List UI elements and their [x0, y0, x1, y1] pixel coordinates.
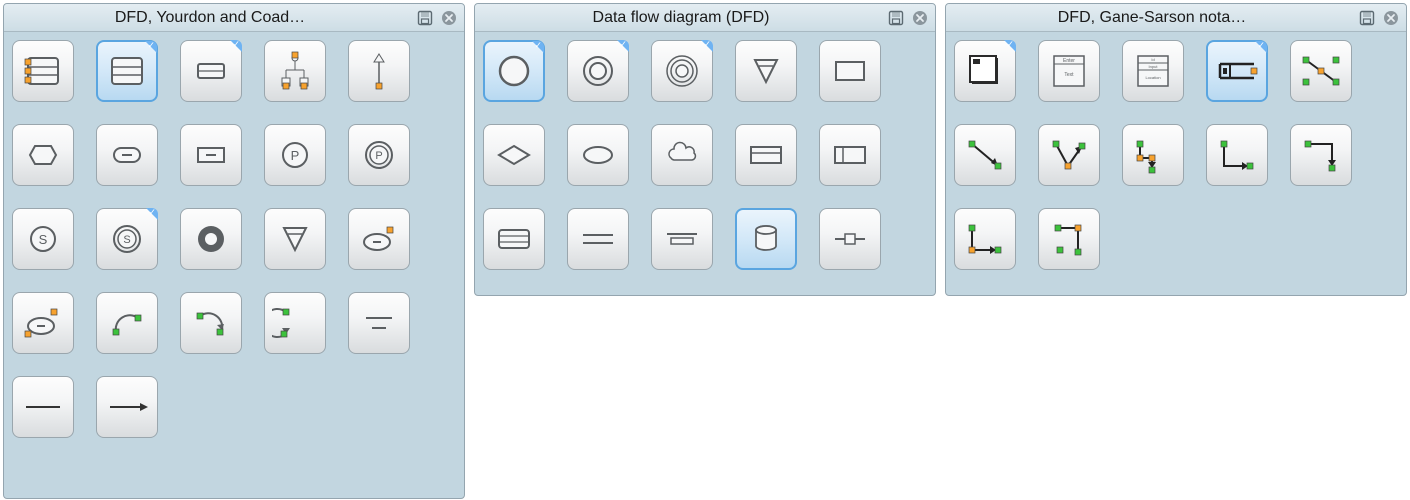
- stencil-class-object-2[interactable]: [348, 40, 410, 102]
- stencil-data-store-2[interactable]: [96, 40, 158, 102]
- stencil-line[interactable]: [12, 376, 74, 438]
- svg-text:P: P: [291, 148, 300, 163]
- stencil-store-rect-1[interactable]: [735, 124, 797, 186]
- svg-text:S: S: [39, 232, 48, 247]
- stencil-external-2[interactable]: [96, 124, 158, 186]
- stencil-external-tri[interactable]: [735, 40, 797, 102]
- svg-text:Location: Location: [1145, 75, 1160, 80]
- stencil-ellipse[interactable]: [567, 124, 629, 186]
- save-icon[interactable]: [1358, 9, 1376, 27]
- stencil-external-3[interactable]: [180, 124, 242, 186]
- close-icon[interactable]: [911, 9, 929, 27]
- save-icon[interactable]: [416, 9, 434, 27]
- stencil-store-6[interactable]: [819, 208, 881, 270]
- close-icon[interactable]: [440, 9, 458, 27]
- stencil-process-form[interactable]: Enter Text: [1038, 40, 1100, 102]
- stencil-external-1[interactable]: [12, 124, 74, 186]
- stencil-state-s[interactable]: S: [12, 208, 74, 270]
- stencil-store-5[interactable]: [651, 208, 713, 270]
- stencil-connector-3[interactable]: [1122, 124, 1184, 186]
- panel-body: [475, 32, 935, 278]
- svg-text:P: P: [375, 150, 382, 162]
- stencil-process-form2[interactable]: Id Input Location: [1122, 40, 1184, 102]
- stencil-connector-basic[interactable]: [1290, 40, 1352, 102]
- panel-body: Enter Text Id Input Location: [946, 32, 1406, 278]
- stencil-triangle-down[interactable]: [264, 208, 326, 270]
- svg-text:Text: Text: [1064, 72, 1074, 78]
- stencil-process-p[interactable]: P: [264, 124, 326, 186]
- stencil-arc-1[interactable]: [96, 292, 158, 354]
- stencil-ellipse-loop-2[interactable]: [12, 292, 74, 354]
- panel-title: DFD, Gane-Sarson nota…: [952, 9, 1352, 27]
- panel-header: DFD, Gane-Sarson nota…: [946, 4, 1406, 32]
- stencil-state-s2[interactable]: S: [96, 208, 158, 270]
- stencil-process-p2[interactable]: P: [348, 124, 410, 186]
- stencil-process-triple[interactable]: [651, 40, 713, 102]
- stencil-arrow[interactable]: [96, 376, 158, 438]
- stencil-diamond[interactable]: [483, 124, 545, 186]
- stencil-connector-7[interactable]: [1038, 208, 1100, 270]
- stencil-arc-3[interactable]: [264, 292, 326, 354]
- stencil-store-3[interactable]: [483, 208, 545, 270]
- stencil-ellipse-loop-1[interactable]: [348, 208, 410, 270]
- panel-body: P P S S: [4, 32, 464, 446]
- svg-text:Enter: Enter: [1063, 58, 1075, 64]
- stencil-external-rect[interactable]: [819, 40, 881, 102]
- panel-header: Data flow diagram (DFD): [475, 4, 935, 32]
- stencil-data-store-3[interactable]: [180, 40, 242, 102]
- stencil-connector-5[interactable]: [1290, 124, 1352, 186]
- panel-title: DFD, Yourdon and Coad…: [10, 9, 410, 27]
- stencil-store-4[interactable]: [567, 208, 629, 270]
- stencil-cloud[interactable]: [651, 124, 713, 186]
- stencil-process-card[interactable]: [954, 40, 1016, 102]
- stencil-store-rect-2[interactable]: [819, 124, 881, 186]
- stencil-process-ring[interactable]: [180, 208, 242, 270]
- stencil-panel-yourdon: DFD, Yourdon and Coad… P P S S: [3, 3, 465, 499]
- stencil-panel-gane: DFD, Gane-Sarson nota… Enter Text Id Input Lo…: [945, 3, 1407, 296]
- close-icon[interactable]: [1382, 9, 1400, 27]
- stencil-datastore-open[interactable]: [1206, 40, 1268, 102]
- stencil-cylinder[interactable]: [735, 208, 797, 270]
- stencil-connector-6[interactable]: [954, 208, 1016, 270]
- stencil-data-store-1[interactable]: [12, 40, 74, 102]
- stencil-connector-4[interactable]: [1206, 124, 1268, 186]
- stencil-class-object-1[interactable]: [264, 40, 326, 102]
- stencil-connector-1[interactable]: [954, 124, 1016, 186]
- stencil-panel-dfd: Data flow diagram (DFD): [474, 3, 936, 296]
- svg-text:Id: Id: [1151, 57, 1154, 62]
- stencil-connector-2[interactable]: [1038, 124, 1100, 186]
- stencil-divider[interactable]: [348, 292, 410, 354]
- stencil-arc-2[interactable]: [180, 292, 242, 354]
- panel-header: DFD, Yourdon and Coad…: [4, 4, 464, 32]
- stencil-process-circle[interactable]: [483, 40, 545, 102]
- stencil-process-double[interactable]: [567, 40, 629, 102]
- svg-text:S: S: [123, 234, 130, 246]
- panel-title: Data flow diagram (DFD): [481, 9, 881, 27]
- save-icon[interactable]: [887, 9, 905, 27]
- svg-text:Input: Input: [1149, 64, 1159, 69]
